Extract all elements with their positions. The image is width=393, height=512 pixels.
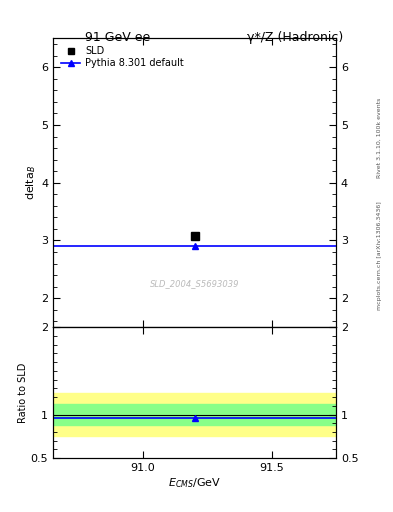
Text: γ*/Z (Hadronic): γ*/Z (Hadronic): [247, 31, 343, 44]
Text: Rivet 3.1.10, 100k events: Rivet 3.1.10, 100k events: [377, 98, 382, 178]
Text: 91 GeV ee: 91 GeV ee: [85, 31, 151, 44]
X-axis label: $E_{CMS}$/GeV: $E_{CMS}$/GeV: [168, 476, 221, 489]
Legend: SLD, Pythia 8.301 default: SLD, Pythia 8.301 default: [58, 43, 187, 71]
Text: mcplots.cern.ch [arXiv:1306.3436]: mcplots.cern.ch [arXiv:1306.3436]: [377, 202, 382, 310]
Bar: [53, 403, 336, 425]
Text: SLD_2004_S5693039: SLD_2004_S5693039: [150, 279, 239, 288]
Y-axis label: Ratio to SLD: Ratio to SLD: [18, 362, 28, 423]
Bar: [53, 393, 336, 436]
Y-axis label: delta$_B$: delta$_B$: [24, 165, 38, 200]
